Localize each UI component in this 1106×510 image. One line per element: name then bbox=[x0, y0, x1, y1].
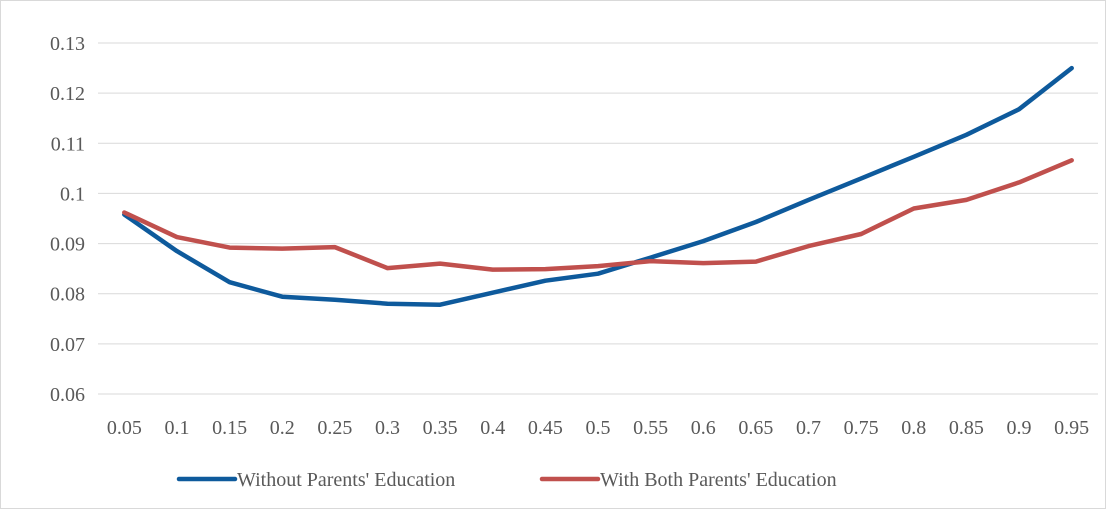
legend-label-1: With Both Parents' Education bbox=[600, 469, 837, 491]
x-tick-label: 0.05 bbox=[107, 417, 142, 439]
y-tick-label: 0.09 bbox=[50, 234, 85, 256]
x-tick-label: 0.5 bbox=[586, 417, 611, 439]
y-tick-label: 0.13 bbox=[50, 33, 85, 55]
x-tick-label: 0.55 bbox=[633, 417, 668, 439]
x-tick-label: 0.8 bbox=[901, 417, 926, 439]
y-tick-label: 0.07 bbox=[50, 334, 85, 356]
y-tick-label: 0.06 bbox=[50, 384, 85, 406]
x-tick-label: 0.35 bbox=[423, 417, 458, 439]
x-tick-label: 0.3 bbox=[375, 417, 400, 439]
x-tick-label: 0.95 bbox=[1054, 417, 1089, 439]
x-tick-label: 0.75 bbox=[844, 417, 879, 439]
x-tick-label: 0.25 bbox=[317, 417, 352, 439]
series-line-0 bbox=[122, 65, 1074, 307]
x-axis-tick-labels: 0.05 0.1 0.15 0.2 0.25 0.3 0.35 0.4 0.45 0.5 0.55 0… bbox=[107, 417, 1089, 439]
series-lines bbox=[122, 65, 1074, 307]
x-tick-label: 0.9 bbox=[1007, 417, 1032, 439]
x-tick-label: 0.2 bbox=[270, 417, 295, 439]
y-tick-label: 0.1 bbox=[60, 183, 85, 205]
y-tick-label: 0.12 bbox=[50, 83, 85, 105]
x-tick-label: 0.1 bbox=[164, 417, 189, 439]
x-tick-label: 0.7 bbox=[796, 417, 821, 439]
x-tick-label: 0.85 bbox=[949, 417, 984, 439]
x-tick-label: 0.4 bbox=[480, 417, 505, 439]
x-tick-label: 0.15 bbox=[212, 417, 247, 439]
x-tick-label: 0.6 bbox=[691, 417, 716, 439]
x-tick-label: 0.45 bbox=[528, 417, 563, 439]
y-axis-tick-labels: 0.06 0.07 0.08 0.09 0.1 0.11 0.12 0.13 bbox=[50, 33, 85, 406]
series-line-1 bbox=[122, 158, 1074, 272]
gridlines bbox=[98, 42, 1098, 395]
legend-label-0: Without Parents' Education bbox=[237, 469, 455, 491]
x-tick-label: 0.65 bbox=[738, 417, 773, 439]
legend: Without Parents' Education With Both Pare… bbox=[176, 469, 837, 491]
y-tick-label: 0.11 bbox=[51, 133, 85, 155]
y-tick-label: 0.08 bbox=[50, 284, 85, 306]
